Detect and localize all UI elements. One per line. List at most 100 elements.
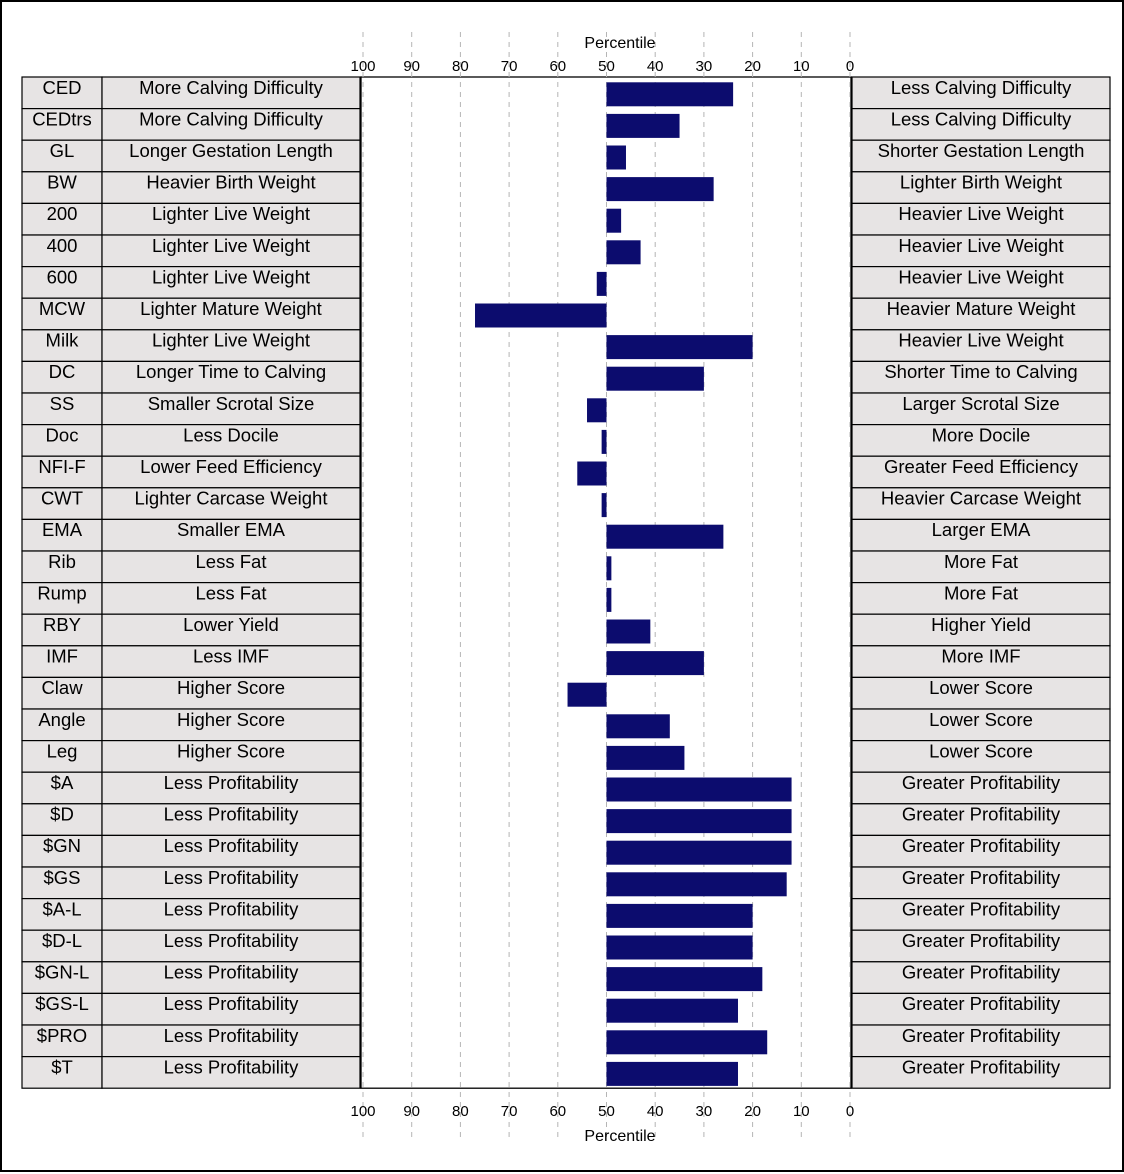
left-cell-$PRO — [101, 1024, 361, 1058]
right-label-CWT: Heavier Carcase Weight — [881, 488, 1081, 509]
left-cell-RBY — [101, 613, 361, 647]
right-label-SS: Larger Scrotal Size — [902, 393, 1059, 414]
left-label-200: Lighter Live Weight — [152, 203, 310, 224]
tick-label-top-80: 80 — [452, 58, 469, 75]
trait-cell-CWT — [21, 487, 103, 520]
trait-cell-Doc — [21, 424, 103, 457]
trait-label-$GS-L: $GS-L — [35, 993, 88, 1014]
right-label-IMF: More IMF — [941, 646, 1020, 667]
right-cell-Milk — [851, 329, 1111, 362]
left-cell-CWT — [101, 487, 361, 520]
right-label-Claw: Lower Score — [929, 677, 1033, 698]
bar-Doc — [601, 429, 607, 454]
trait-label-$A: $A — [51, 772, 74, 793]
bar-$A — [606, 777, 792, 802]
left-cell-$GS — [101, 866, 361, 900]
tick-label-top-20: 20 — [744, 58, 761, 75]
left-label-SS: Smaller Scrotal Size — [148, 393, 315, 414]
trait-cell-CEDtrs — [21, 107, 103, 141]
trait-cell-$PRO — [21, 1024, 103, 1058]
left-label-MCW: Lighter Mature Weight — [140, 298, 322, 319]
bar-RBY — [606, 619, 651, 644]
bar-200 — [606, 208, 622, 233]
trait-cell-$GN-L — [21, 961, 103, 994]
right-cell-Doc — [851, 424, 1111, 457]
trait-cell-Leg — [21, 739, 103, 773]
right-cell-$PRO — [851, 1024, 1111, 1058]
right-label-DC: Shorter Time to Calving — [884, 361, 1077, 382]
axis-title-top: Percentile — [584, 35, 655, 52]
right-cell-$GS — [851, 866, 1111, 900]
right-label-RBY: Higher Yield — [931, 614, 1031, 635]
bar-$GS-L — [606, 998, 738, 1023]
right-label-600: Heavier Live Weight — [898, 266, 1063, 287]
bar-Rib — [606, 556, 612, 581]
tick-label-bottom-10: 10 — [793, 1103, 810, 1120]
tick-label-top-70: 70 — [501, 58, 518, 75]
right-cell-200 — [851, 202, 1111, 236]
right-cell-RBY — [851, 613, 1111, 647]
right-cell-CED — [851, 76, 1111, 110]
trait-label-$PRO: $PRO — [37, 1025, 87, 1046]
bar-$A-L — [606, 903, 753, 928]
left-cell-$D — [101, 803, 361, 836]
left-label-$T: Less Profitability — [164, 1056, 299, 1077]
tick-label-bottom-60: 60 — [549, 1103, 566, 1120]
trait-label-400: 400 — [47, 235, 78, 256]
bar-DC — [606, 366, 704, 391]
right-label-NFI-F: Greater Feed Efficiency — [884, 456, 1079, 477]
bar-CWT — [601, 493, 607, 518]
bar-Angle — [606, 714, 670, 739]
right-label-BW: Lighter Birth Weight — [900, 172, 1062, 193]
right-cell-Claw — [851, 676, 1111, 710]
axis-title-bottom: Percentile — [584, 1128, 655, 1145]
trait-cell-MCW — [21, 297, 103, 331]
right-label-$D-L: Greater Profitability — [902, 930, 1061, 951]
left-cell-Milk — [101, 329, 361, 362]
right-cell-$D-L — [851, 929, 1111, 963]
bar-Milk — [606, 335, 753, 360]
left-label-$D: Less Profitability — [164, 804, 299, 825]
tick-label-top-60: 60 — [549, 58, 566, 75]
right-cell-CEDtrs — [851, 107, 1111, 141]
right-label-MCW: Heavier Mature Weight — [887, 298, 1076, 319]
trait-label-Rib: Rib — [48, 551, 76, 572]
trait-label-Angle: Angle — [38, 709, 85, 730]
trait-cell-RBY — [21, 613, 103, 647]
trait-label-IMF: IMF — [46, 646, 78, 667]
bar-SS — [587, 398, 607, 423]
bar-$GS — [606, 872, 787, 897]
trait-label-$GN-L: $GN-L — [35, 962, 90, 983]
left-label-600: Lighter Live Weight — [152, 266, 310, 287]
bar-Leg — [606, 745, 685, 770]
bar-GL — [606, 145, 626, 170]
right-label-$PRO: Greater Profitability — [902, 1025, 1061, 1046]
bar-Rump — [606, 587, 612, 612]
trait-label-DC: DC — [49, 361, 76, 382]
left-label-Milk: Lighter Live Weight — [152, 330, 310, 351]
bar-$GN — [606, 840, 792, 865]
bar-NFI-F — [577, 461, 607, 486]
right-label-$GS-L: Greater Profitability — [902, 993, 1061, 1014]
trait-cell-$A — [21, 771, 103, 805]
bar-$T — [606, 1061, 738, 1086]
left-cell-DC — [101, 360, 361, 394]
left-label-Rib: Less Fat — [196, 551, 267, 572]
trait-cell-EMA — [21, 518, 103, 552]
tick-label-top-50: 50 — [598, 58, 615, 75]
trait-cell-$A-L — [21, 897, 103, 931]
left-label-$PRO: Less Profitability — [164, 1025, 299, 1046]
trait-label-Rump: Rump — [37, 582, 86, 603]
right-label-$T: Greater Profitability — [902, 1056, 1061, 1077]
right-label-$A: Greater Profitability — [902, 772, 1061, 793]
trait-label-GL: GL — [50, 140, 75, 161]
left-cell-$A-L — [101, 897, 361, 931]
trait-cell-600 — [21, 266, 103, 299]
trait-label-CED: CED — [42, 77, 81, 98]
grid-layer — [360, 32, 852, 1142]
left-label-RBY: Lower Yield — [183, 614, 279, 635]
left-cell-$GS-L — [101, 992, 361, 1026]
left-label-NFI-F: Lower Feed Efficiency — [140, 456, 322, 477]
left-label-400: Lighter Live Weight — [152, 235, 310, 256]
